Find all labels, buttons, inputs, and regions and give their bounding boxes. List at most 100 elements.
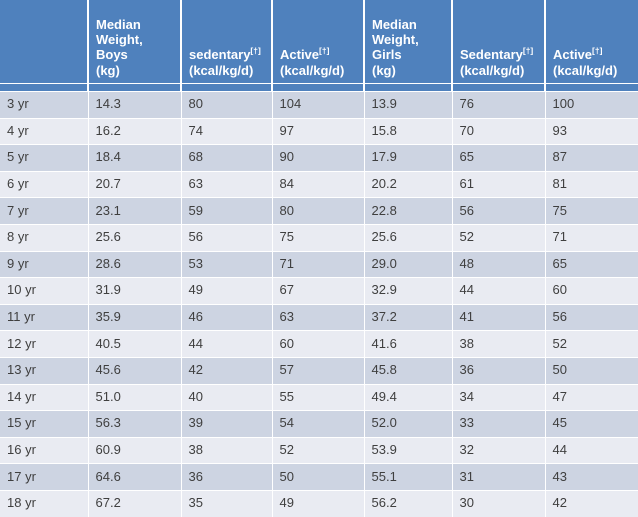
table-row-11-yr: 11 yr 35.9 46 63 37.2 41 56 (0, 303, 638, 331)
girls-weight-cell: 20.2 (364, 170, 453, 198)
boys-weight-cell: 25.6 (88, 223, 182, 252)
table-row-13-yr: 13 yr 45.6 42 57 45.8 36 50 (0, 356, 638, 385)
table-row-10-yr: 10 yr 31.9 49 67 32.9 44 60 (0, 277, 638, 305)
girls-active-cell: 60 (545, 277, 638, 305)
table-row-17-yr: 17 yr 64.6 36 50 55.1 31 43 (0, 463, 638, 491)
boys-sedentary-cell: 38 (181, 436, 273, 464)
table-row-9-yr: 9 yr 28.6 53 71 29.0 48 65 (0, 250, 638, 278)
girls-active-cell: 71 (545, 223, 638, 252)
column-unit: (kcal/kg/d) (280, 62, 345, 78)
column-header-boys-sedentary: sedentary[†] (kcal/kg/d) (181, 0, 273, 84)
boys-active-cell: 67 (272, 277, 365, 305)
table-row-18-yr: 18 yr 67.2 35 49 56.2 30 42 (0, 489, 638, 517)
column-header-boys-active: Active[†] (kcal/kg/d) (272, 0, 365, 84)
column-header-girls-weight: Median Weight, Girls (kg) (364, 0, 453, 84)
boys-sedentary-cell: 36 (181, 463, 273, 491)
boys-sedentary-cell: 59 (181, 197, 273, 225)
boys-active-cell: 63 (272, 303, 365, 331)
column-title: Median Weight, Girls (372, 16, 419, 63)
girls-active-cell: 52 (545, 330, 638, 358)
girls-active-cell: 87 (545, 144, 638, 172)
girls-sedentary-cell: 76 (452, 91, 546, 119)
table-row-5-yr: 5 yr 18.4 68 90 17.9 65 87 (0, 144, 638, 172)
boys-weight-cell: 56.3 (88, 410, 182, 438)
column-header-girls-active: Active[†] (kcal/kg/d) (545, 0, 638, 84)
boys-sedentary-cell: 49 (181, 277, 273, 305)
age-cell: 13 yr (0, 356, 89, 385)
column-title: Active (553, 47, 593, 63)
boys-weight-cell: 67.2 (88, 489, 182, 517)
header-row: Median Weight, Boys (kg) sedentary[†] (kc… (0, 0, 638, 84)
girls-weight-cell: 45.8 (364, 356, 453, 385)
girls-active-cell: 65 (545, 250, 638, 278)
girls-weight-cell: 17.9 (364, 144, 453, 172)
girls-sedentary-cell: 61 (452, 170, 546, 198)
girls-active-cell: 47 (545, 383, 638, 411)
table-row-12-yr: 12 yr 40.5 44 60 41.6 38 52 (0, 330, 638, 358)
table-top-edge-row (0, 83, 638, 92)
boys-active-cell: 57 (272, 356, 365, 385)
table-row-6-yr: 6 yr 20.7 63 84 20.2 61 81 (0, 170, 638, 198)
girls-weight-cell: 25.6 (364, 223, 453, 252)
girls-weight-cell: 52.0 (364, 410, 453, 438)
column-unit: (kcal/kg/d) (460, 62, 525, 78)
age-cell: 3 yr (0, 91, 89, 119)
boys-weight-cell: 31.9 (88, 277, 182, 305)
boys-active-cell: 80 (272, 197, 365, 225)
column-unit: (kcal/kg/d) (553, 62, 618, 78)
column-header-girls-sedentary: Sedentary[†] (kcal/kg/d) (452, 0, 546, 84)
age-cell: 11 yr (0, 303, 89, 331)
boys-weight-cell: 64.6 (88, 463, 182, 491)
girls-weight-cell: 13.9 (364, 91, 453, 119)
age-cell: 15 yr (0, 410, 89, 438)
girls-active-cell: 44 (545, 436, 638, 464)
boys-sedentary-cell: 74 (181, 117, 273, 145)
age-cell: 5 yr (0, 144, 89, 172)
boys-sedentary-cell: 63 (181, 170, 273, 198)
boys-sedentary-cell: 46 (181, 303, 273, 331)
table-row-14-yr: 14 yr 51.0 40 55 49.4 34 47 (0, 383, 638, 411)
top-edge-cell (545, 83, 638, 92)
girls-weight-cell: 22.8 (364, 197, 453, 225)
girls-sedentary-cell: 38 (452, 330, 546, 358)
boys-weight-cell: 28.6 (88, 250, 182, 278)
girls-active-cell: 42 (545, 489, 638, 517)
girls-active-cell: 100 (545, 91, 638, 119)
girls-weight-cell: 32.9 (364, 277, 453, 305)
footnote-marker: [†] (592, 46, 603, 57)
footnote-marker: [†] (319, 46, 330, 57)
top-edge-cell (0, 83, 89, 92)
boys-sedentary-cell: 68 (181, 144, 273, 172)
age-cell: 17 yr (0, 463, 89, 491)
age-cell: 6 yr (0, 170, 89, 198)
boys-active-cell: 52 (272, 436, 365, 464)
age-cell: 18 yr (0, 489, 89, 517)
age-cell: 14 yr (0, 383, 89, 411)
girls-sedentary-cell: 48 (452, 250, 546, 278)
girls-weight-cell: 49.4 (364, 383, 453, 411)
column-unit: (kg) (96, 62, 120, 78)
girls-sedentary-cell: 44 (452, 277, 546, 305)
girls-weight-cell: 37.2 (364, 303, 453, 331)
boys-sedentary-cell: 39 (181, 410, 273, 438)
girls-weight-cell: 55.1 (364, 463, 453, 491)
footnote-marker: [†] (250, 46, 261, 57)
boys-weight-cell: 45.6 (88, 356, 182, 385)
table-row-7-yr: 7 yr 23.1 59 80 22.8 56 75 (0, 197, 638, 225)
girls-weight-cell: 56.2 (364, 489, 453, 517)
table-row-16-yr: 16 yr 60.9 38 52 53.9 32 44 (0, 436, 638, 464)
boys-active-cell: 54 (272, 410, 365, 438)
girls-sedentary-cell: 33 (452, 410, 546, 438)
girls-active-cell: 45 (545, 410, 638, 438)
table-body: 3 yr 14.3 80 104 13.9 76 100 4 yr 16.2 74 97 15.8 70… (0, 91, 638, 517)
column-title: Sedentary (460, 47, 523, 63)
boys-sedentary-cell: 40 (181, 383, 273, 411)
boys-active-cell: 75 (272, 223, 365, 252)
boys-active-cell: 55 (272, 383, 365, 411)
age-cell: 8 yr (0, 223, 89, 252)
girls-sedentary-cell: 70 (452, 117, 546, 145)
column-title: Active (280, 47, 320, 63)
girls-sedentary-cell: 65 (452, 144, 546, 172)
boys-weight-cell: 18.4 (88, 144, 182, 172)
boys-weight-cell: 23.1 (88, 197, 182, 225)
